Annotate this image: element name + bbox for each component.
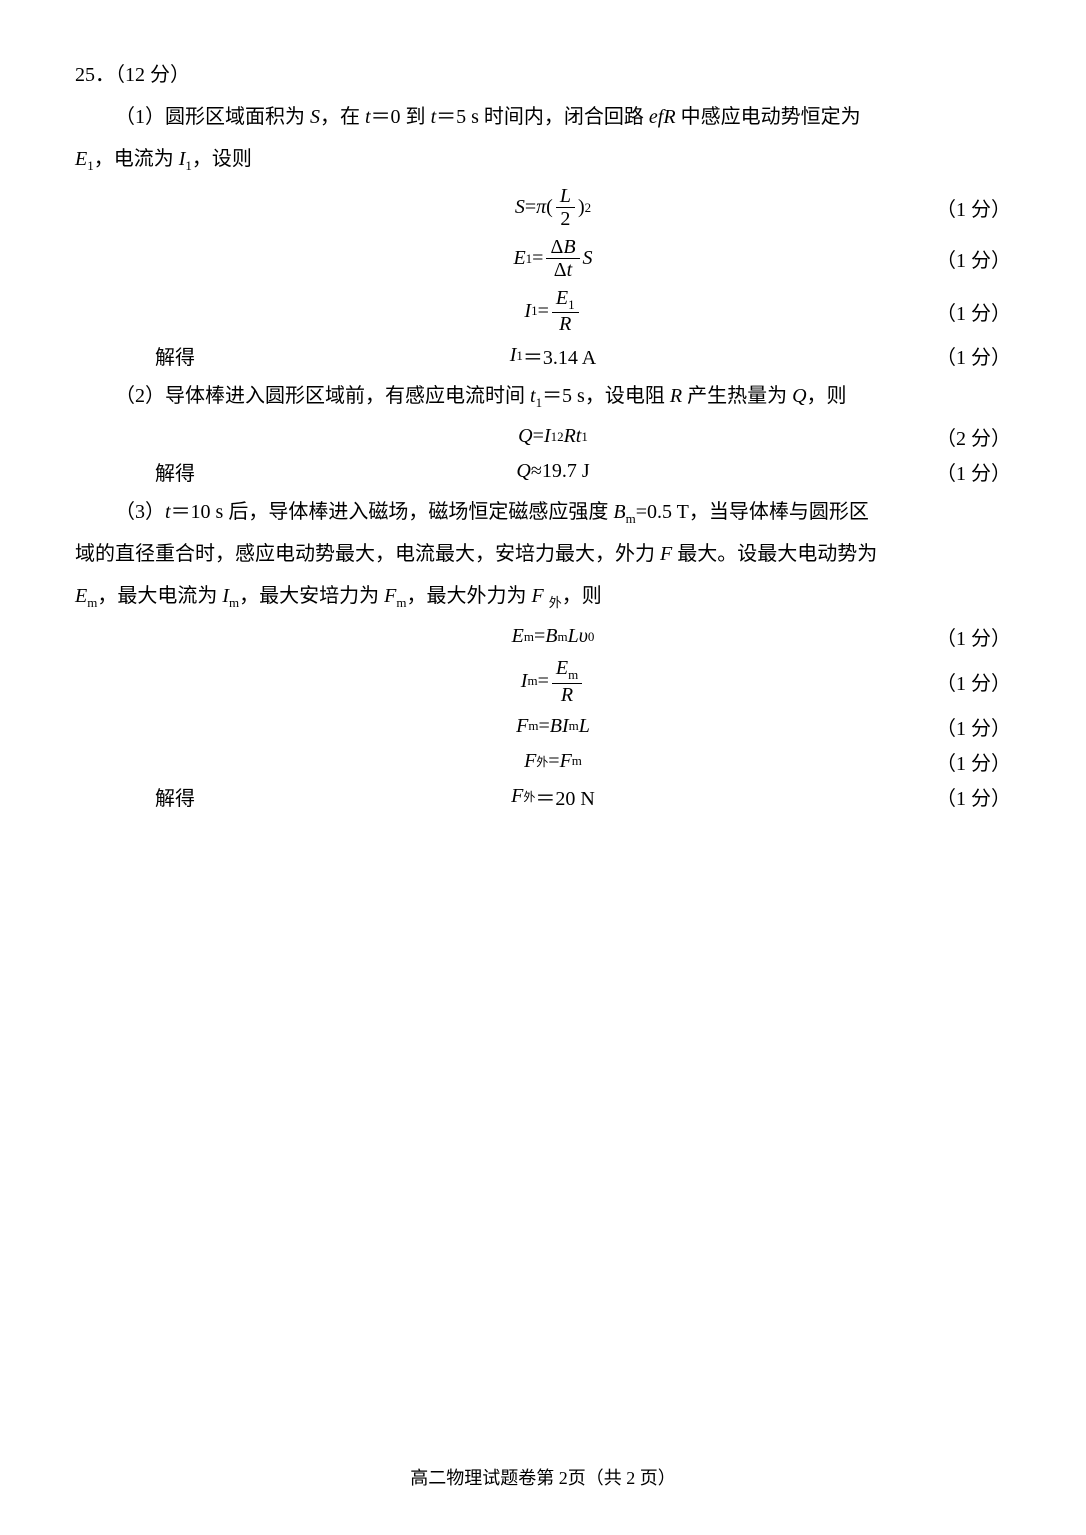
equation-Em: Em = BmLυ0 （1 分） (75, 622, 1011, 651)
equation-I1: I1 = E1 R （1 分） (75, 287, 1011, 335)
result-Q: 解得 Q≈19.7 J （1 分） (75, 457, 1011, 486)
equation-Im: Im = Em R （1 分） (75, 657, 1011, 705)
problem-header: 25．（12 分） (75, 55, 1011, 95)
equation-Fm: Fm = BImL （1 分） (75, 712, 1011, 741)
part3-line2: 域的直径重合时，感应电动势最大，电流最大，安培力最大，外力 F 最大。设最大电动… (75, 534, 1011, 574)
equation-Fwai: F外 = Fm （1 分） (75, 747, 1011, 776)
equation-S: S = π ( L 2 )2 （1 分） (75, 185, 1011, 230)
part3-line3: Em，最大电流为 Im，最大安培力为 Fm，最大外力为 F 外，则 (75, 576, 1011, 616)
result-Fwai: 解得 F 外＝20 N （1 分） (75, 782, 1011, 811)
part1-line1: （1）圆形区域面积为 S，在 t＝0 到 t＝5 s 时间内，闭合回路 efR … (75, 97, 1011, 137)
equation-E1: E1 = ΔB Δt S （1 分） (75, 236, 1011, 281)
page-footer: 高二物理试题卷第 2页（共 2 页） (0, 1464, 1086, 1490)
part2-line1: （2）导体棒进入圆形区域前，有感应电流时间 t1＝5 s，设电阻 R 产生热量为… (75, 376, 1011, 416)
part3-line1: （3）t＝10 s 后，导体棒进入磁场，磁场恒定磁感应强度 Bm=0.5 T，当… (75, 492, 1011, 532)
part1-line2: E1，电流为 I1，设则 (75, 139, 1011, 179)
result-I1: 解得 I1＝3.14 A （1 分） (75, 341, 1011, 370)
equation-Q: Q = I12Rt1 （2 分） (75, 422, 1011, 451)
